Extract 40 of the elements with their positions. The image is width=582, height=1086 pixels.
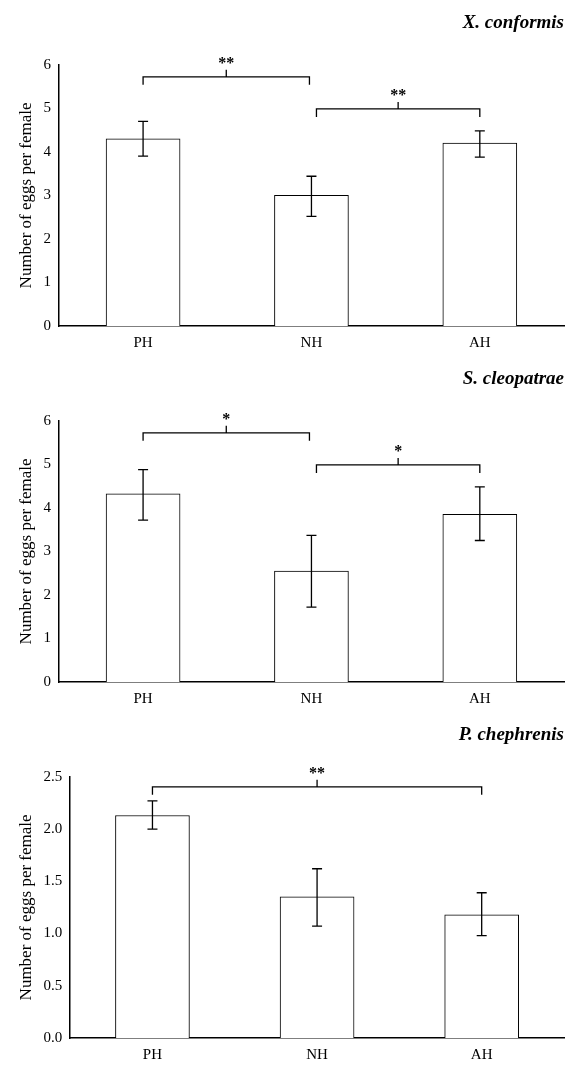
y-tick-label: 4 bbox=[43, 498, 52, 515]
x-tick-label: AH bbox=[470, 1045, 493, 1062]
y-tick-label: 3 bbox=[43, 186, 51, 203]
annotation: * bbox=[394, 442, 403, 460]
y-tick-label: 2.0 bbox=[43, 819, 63, 836]
y-tick-label: 1 bbox=[43, 629, 51, 646]
annotation: ** bbox=[390, 86, 407, 104]
y-tick-label: 1.5 bbox=[43, 872, 63, 889]
y-axis-title: Number of eggs per female bbox=[15, 458, 35, 645]
chart-title: X. conformis bbox=[461, 11, 564, 33]
y-tick-label: 0.5 bbox=[43, 976, 63, 993]
y-tick-label: 6 bbox=[43, 55, 52, 72]
y-tick-label: 6 bbox=[43, 411, 52, 428]
annotation: * bbox=[222, 409, 231, 427]
y-tick-label: 0 bbox=[43, 316, 51, 333]
x-tick-label: PH bbox=[133, 689, 153, 706]
y-tick-label: 3 bbox=[43, 542, 51, 559]
x-tick-label: NH bbox=[306, 1045, 329, 1062]
y-tick-label: 5 bbox=[43, 455, 51, 472]
x-tick-label: PH bbox=[133, 333, 153, 350]
annotation: ** bbox=[218, 53, 235, 71]
y-tick-label: 5 bbox=[43, 99, 51, 116]
y-tick-label: 2 bbox=[43, 585, 51, 602]
y-tick-label: 1.0 bbox=[43, 924, 63, 941]
x-tick-label: NH bbox=[300, 333, 323, 350]
chart-title: P. chephrenis bbox=[457, 723, 564, 745]
annotation: ** bbox=[309, 763, 326, 781]
x-tick-label: AH bbox=[468, 333, 491, 350]
y-tick-label: 0.0 bbox=[43, 1028, 63, 1045]
chart-title: S. cleopatrae bbox=[462, 367, 565, 389]
y-tick-label: 2.5 bbox=[43, 767, 63, 784]
y-tick-label: 1 bbox=[43, 273, 51, 290]
y-tick-label: 4 bbox=[43, 142, 52, 159]
x-tick-label: NH bbox=[300, 689, 323, 706]
y-tick-label: 0 bbox=[43, 672, 51, 689]
x-tick-label: PH bbox=[142, 1045, 163, 1062]
y-axis-title: Number of eggs per female bbox=[15, 102, 35, 289]
x-tick-label: AH bbox=[468, 689, 491, 706]
y-tick-label: 2 bbox=[43, 229, 51, 246]
y-axis-title: Number of eggs per female bbox=[15, 814, 35, 1001]
